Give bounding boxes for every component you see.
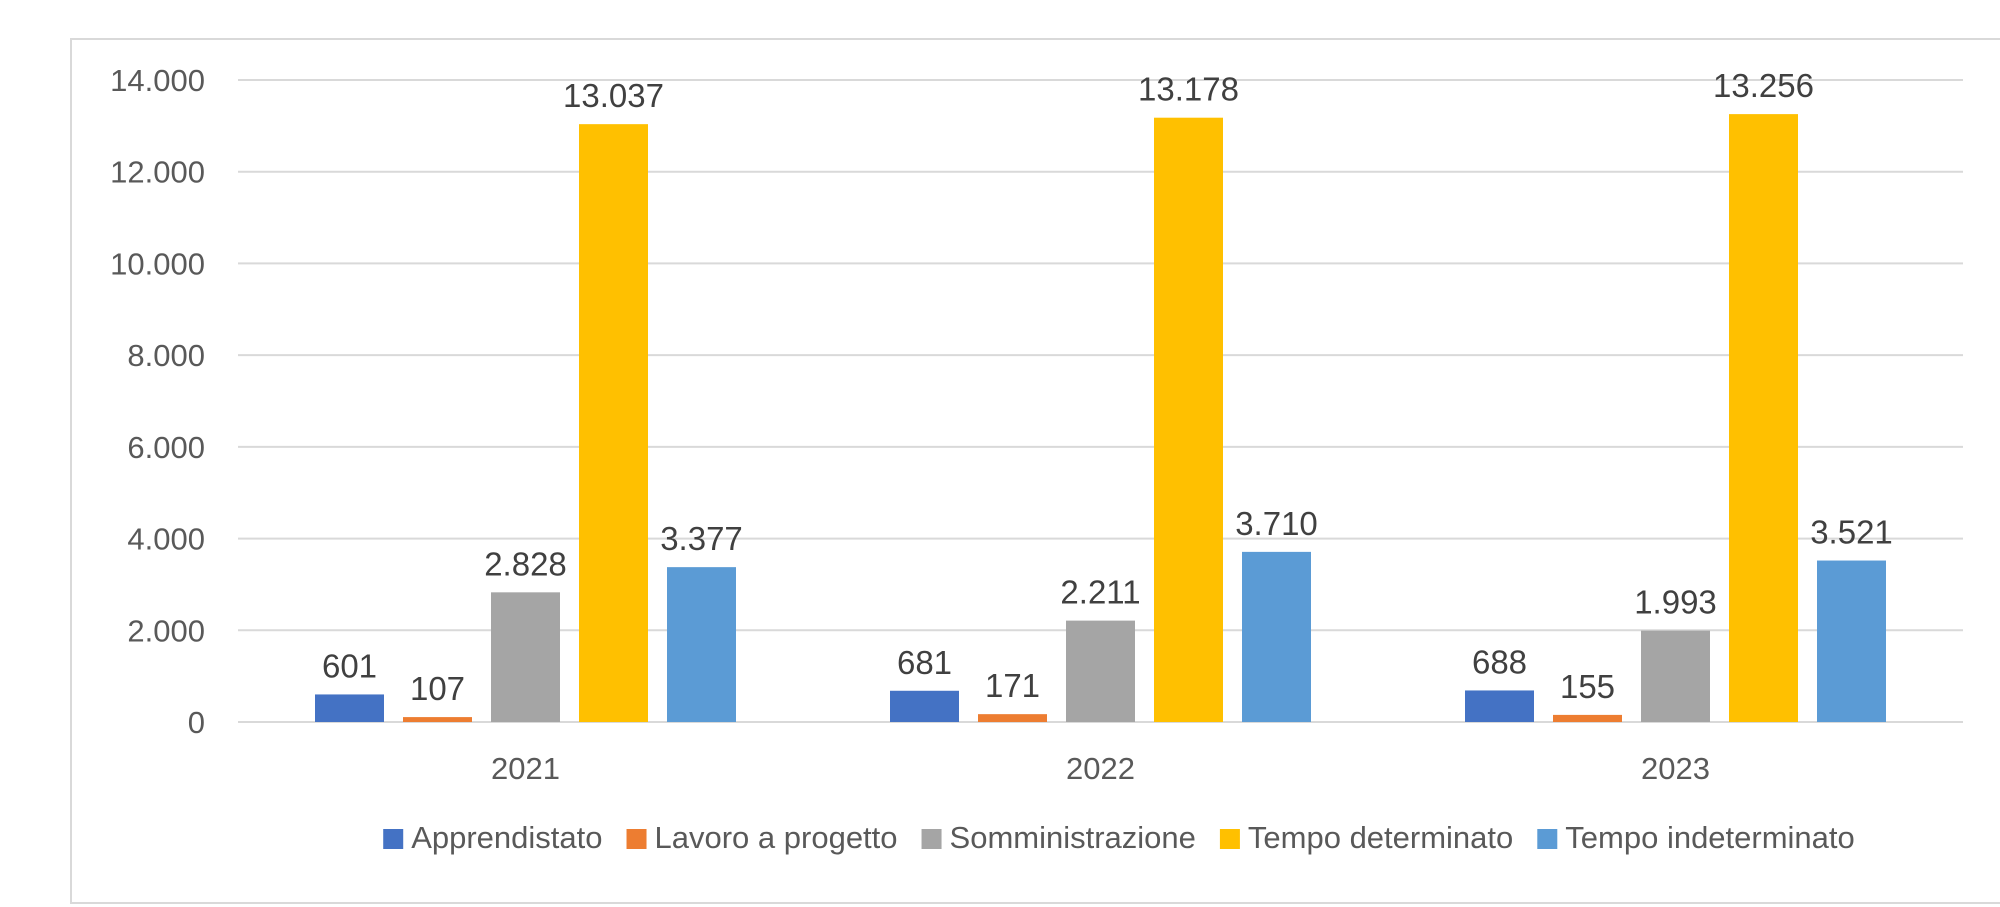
legend-swatch-apprendistato (383, 829, 404, 849)
legend-label-apprendistato: Apprendistato (411, 820, 602, 855)
data-label-2023-somministrazione: 1.993 (1634, 584, 1717, 621)
data-label-2022-tempo-indeterminato: 3.710 (1235, 505, 1318, 542)
y-tick-label-10000: 10.000 (110, 246, 205, 281)
legend-swatch-lavoro-a-progetto (626, 829, 647, 849)
bar-2021-tempo-determinato (579, 124, 648, 723)
chart-frame (70, 38, 2000, 904)
bar-2022-tempo-indeterminato (1242, 551, 1311, 722)
bar-2023-tempo-determinato (1729, 114, 1798, 722)
x-category-label-2021: 2021 (491, 751, 560, 786)
bar-2023-apprendistato (1465, 690, 1534, 722)
legend-label-tempo-indeterminato: Tempo indeterminato (1565, 820, 1855, 855)
y-tick-label-14000: 14.000 (110, 63, 205, 98)
data-label-2021-tempo-determinato: 13.037 (563, 77, 664, 114)
y-tick-label-12000: 12.000 (110, 155, 205, 190)
y-tick-label-2000: 2.000 (127, 613, 205, 648)
y-tick-label-4000: 4.000 (127, 522, 205, 557)
y-tick-label-0: 0 (188, 705, 205, 740)
data-label-2022-somministrazione: 2.211 (1060, 574, 1140, 611)
y-tick-label-6000: 6.000 (127, 430, 205, 465)
legend-swatch-tempo-indeterminato (1537, 829, 1558, 849)
bar-2021-somministrazione (491, 592, 560, 722)
legend-label-tempo-determinato: Tempo determinato (1248, 820, 1513, 855)
legend-label-lavoro-a-progetto: Lavoro a progetto (655, 820, 898, 855)
legend-label-somministrazione: Somministrazione (950, 820, 1196, 855)
data-label-2023-tempo-determinato: 13.256 (1713, 67, 1814, 104)
bar-2023-tempo-indeterminato (1817, 560, 1886, 722)
bar-2023-lavoro-a-progetto (1553, 714, 1622, 722)
data-label-2021-apprendistato: 601 (322, 647, 377, 684)
data-label-2022-tempo-determinato: 13.178 (1138, 71, 1239, 108)
data-label-2023-tempo-indeterminato: 3.521 (1810, 514, 1893, 551)
legend-swatch-tempo-determinato (1219, 829, 1240, 849)
bar-2021-apprendistato (315, 694, 384, 722)
data-label-2022-lavoro-a-progetto: 171 (985, 667, 1040, 704)
bar-2022-somministrazione (1066, 620, 1135, 722)
data-label-2021-lavoro-a-progetto: 107 (410, 670, 465, 707)
bar-2022-apprendistato (890, 690, 959, 722)
bar-2021-tempo-indeterminato (667, 567, 736, 722)
data-label-2021-somministrazione: 2.828 (484, 545, 567, 582)
bar-2023-somministrazione (1641, 630, 1710, 722)
data-label-2022-apprendistato: 681 (897, 644, 952, 681)
bar-2022-lavoro-a-progetto (978, 714, 1047, 722)
bar-2021-lavoro-a-progetto (403, 717, 472, 722)
x-category-label-2022: 2022 (1066, 751, 1135, 786)
bar-2022-tempo-determinato (1154, 117, 1223, 722)
legend-swatch-somministrazione (921, 829, 942, 849)
y-tick-label-8000: 8.000 (127, 338, 205, 373)
data-label-2023-apprendistato: 688 (1472, 643, 1527, 680)
data-label-2023-lavoro-a-progetto: 155 (1560, 668, 1615, 705)
data-label-2021-tempo-indeterminato: 3.377 (660, 520, 743, 557)
x-category-label-2023: 2023 (1641, 751, 1710, 786)
